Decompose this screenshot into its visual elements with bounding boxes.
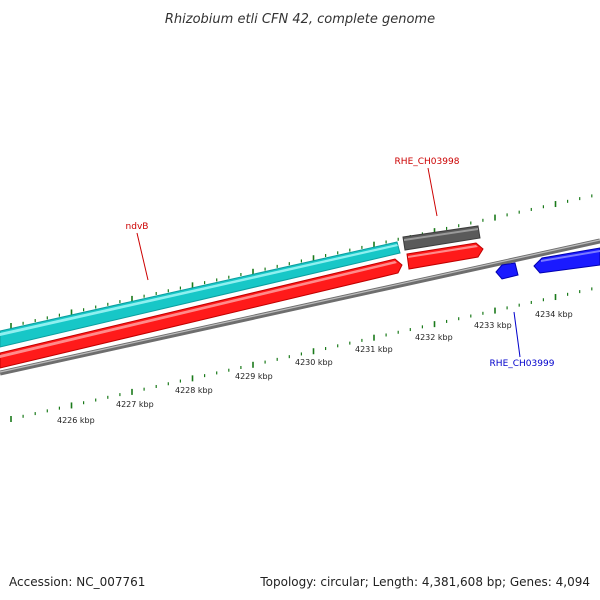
reverse-cds-long-highlight [541,250,600,262]
gene-label[interactable]: RHE_CH03999 [490,359,555,369]
kbp-label: 4233 kbp [474,321,512,330]
kbp-label: 4228 kbp [175,386,213,395]
gene-leader-line [136,232,149,281]
RHE_CH03999-feature[interactable] [495,262,519,280]
gene-label[interactable]: ndvB [126,222,149,232]
kbp-label: 4226 kbp [57,416,95,425]
RHE_CH03998-highlight [404,228,478,241]
ndvB-feature[interactable] [0,241,401,348]
kbp-label-group: 4226 kbp 4227 kbp 4228 kbp 4229 kbp 4230 kbp… [57,310,573,425]
kbp-label: 4231 kbp [355,345,393,354]
kbp-label: 4229 kbp [235,372,273,381]
gene-leader-line [427,167,438,217]
kbp-label: 4234 kbp [535,310,573,319]
gene-label[interactable]: RHE_CH03998 [395,157,460,167]
kbp-label: 4232 kbp [415,333,453,342]
kbp-label: 4230 kbp [295,358,333,367]
kbp-label: 4227 kbp [116,400,154,409]
feature-track [0,225,600,376]
forward-cds-short[interactable] [406,242,484,270]
map-title: Rhizobium etli CFN 42, complete genome [165,12,435,27]
topology-summary: Topology: circular; Length: 4,381,608 bp… [259,575,590,589]
genome-backbone [0,238,600,376]
gene-leader-line [513,311,521,358]
gene-label-group: ndvB RHE_CH03998 RHE_CH03999 [126,157,555,369]
ndvB-highlight [0,244,398,336]
genome-backbone-shine [0,239,600,373]
forward-cds-long-highlight [0,261,397,358]
outer-tick-row [10,194,593,329]
forward-cds-long[interactable] [0,258,403,369]
inner-tick-row [10,287,593,422]
accession-text: Accession: NC_007761 [9,575,145,589]
forward-cds-short-highlight [408,245,478,258]
